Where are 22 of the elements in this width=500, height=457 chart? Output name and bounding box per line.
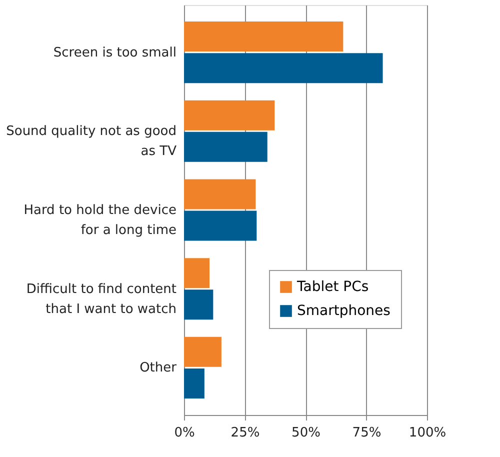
bar	[184, 210, 257, 241]
x-tick-label: 0%	[174, 426, 195, 440]
bar	[184, 290, 214, 320]
x-tick-label: 50%	[292, 426, 320, 440]
bar	[184, 179, 256, 210]
bar	[184, 336, 222, 367]
bar	[184, 53, 383, 84]
y-tick-label: Hard to hold the device for a long time	[24, 203, 176, 238]
y-tick-label: Sound quality not as good as TV	[6, 124, 177, 160]
legend-label: Smartphones	[297, 303, 390, 319]
x-tick-label: 25%	[230, 426, 260, 440]
bar	[184, 368, 204, 398]
x-tick-label: 100%	[408, 426, 446, 440]
bar	[184, 132, 268, 162]
y-tick-label: Other	[140, 360, 178, 376]
y-tick-label: Screen is too small	[53, 45, 176, 60]
bar	[184, 100, 275, 130]
x-tick-label: 75%	[352, 426, 382, 440]
bar	[184, 22, 344, 52]
bar	[184, 258, 210, 288]
y-tick-label: Difficult to find content that I want to watch	[26, 282, 176, 317]
legend-label: Tablet PCs	[296, 279, 369, 295]
